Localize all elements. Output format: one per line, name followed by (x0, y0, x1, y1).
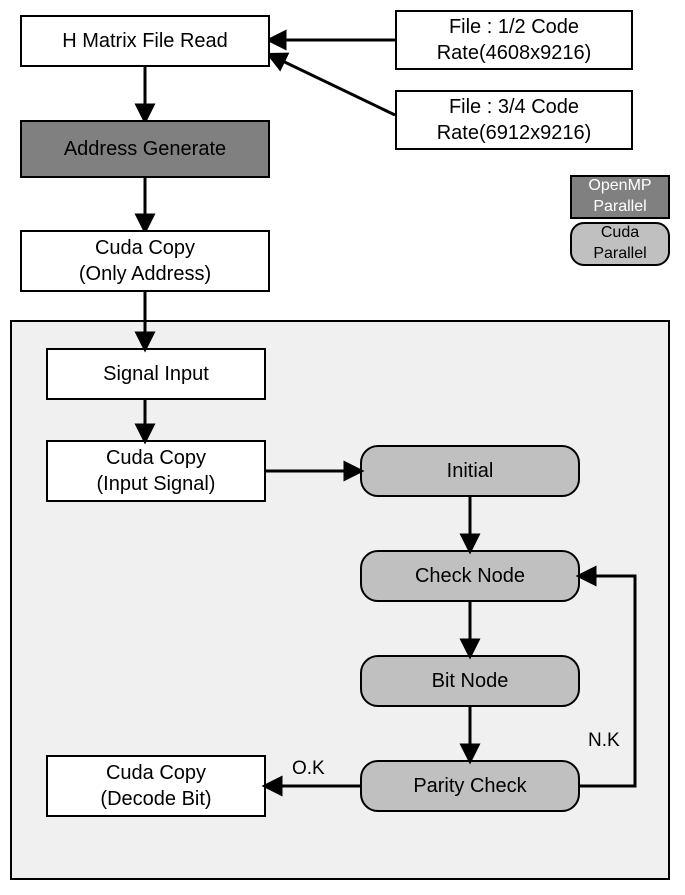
node-checknode: Check Node (360, 550, 580, 602)
node-parity: Parity Check (360, 760, 580, 812)
node-addrgen: Address Generate (20, 120, 270, 178)
node-signal_in: Signal Input (46, 348, 266, 400)
node-file2: File : 3/4 Code Rate(6912x9216) (395, 90, 633, 150)
legend-cuda: Cuda Parallel (570, 222, 670, 266)
node-initial: Initial (360, 445, 580, 497)
node-cuda_addr: Cuda Copy (Only Address) (20, 230, 270, 292)
node-file1: File : 1/2 Code Rate(4608x9216) (395, 10, 633, 70)
node-bitnode: Bit Node (360, 655, 580, 707)
node-cuda_in: Cuda Copy (Input Signal) (46, 440, 266, 502)
legend-openmp: OpenMP Parallel (570, 175, 670, 219)
node-hmatrix: H Matrix File Read (20, 15, 270, 67)
edge-label-parity-cuda_decode: O.K (292, 758, 325, 780)
edge-label-parity-checknode: N.K (588, 730, 620, 752)
node-cuda_decode: Cuda Copy (Decode Bit) (46, 755, 266, 817)
edge-file2-to-hmatrix (270, 55, 395, 115)
